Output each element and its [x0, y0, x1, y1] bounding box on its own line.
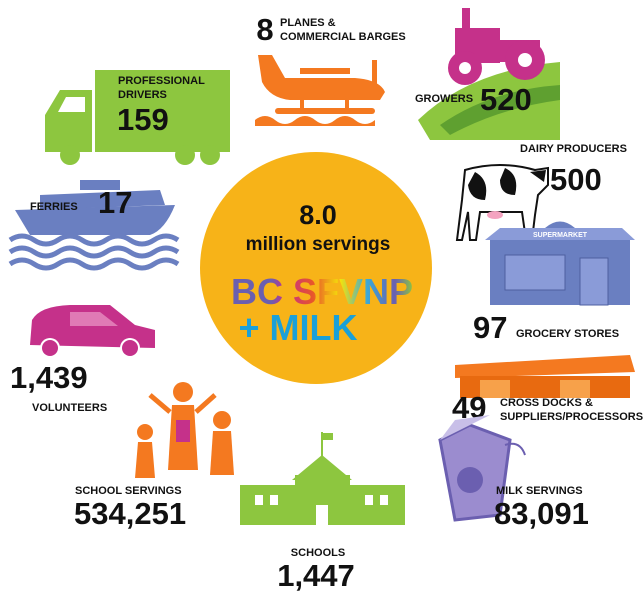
label: DRIVERS [118, 89, 167, 101]
page: {"center": {"value": "8.0", "unit": "mil… [0, 0, 644, 593]
number: 83,091 [494, 496, 589, 531]
label: SUPPLIERS/PROCESSORS [500, 411, 643, 423]
number: 17 [98, 185, 132, 220]
label: GROWERS [415, 93, 473, 105]
kids-icon [135, 382, 234, 478]
ferry-icon [10, 180, 178, 268]
label: CROSS DOCKS & [500, 397, 593, 409]
label: GROCERY STORES [516, 328, 619, 340]
label: COMMERCIAL BARGES [280, 31, 406, 43]
number: 1,447 [277, 558, 355, 593]
label: PLANES & [280, 17, 336, 29]
school-icon [240, 432, 405, 525]
center-unit: million servings [246, 234, 391, 255]
number: 520 [480, 82, 532, 117]
number: 534,251 [74, 496, 186, 531]
number: 1,439 [10, 360, 88, 395]
label: VOLUNTEERS [32, 402, 107, 414]
number: 500 [550, 162, 602, 197]
logo-line2: + MILK [238, 307, 357, 348]
center-circle [200, 152, 432, 384]
infographic: 8.0 million servings BC SFVNP + MILK 8 P… [0, 0, 644, 593]
store-icon: SUPERMARKET [485, 222, 635, 306]
number: 97 [473, 310, 507, 345]
plane-icon [255, 55, 385, 126]
tractor-icon [418, 8, 560, 140]
store-sign: SUPERMARKET [533, 232, 588, 239]
label: PROFESSIONAL [118, 75, 205, 87]
number: 8 [256, 12, 273, 47]
logo-line1: BC SFVNP [231, 271, 413, 312]
center-value: 8.0 [299, 200, 337, 230]
label: DAIRY PRODUCERS [520, 143, 627, 155]
car-icon [30, 305, 155, 358]
number: 159 [117, 102, 169, 137]
label: FERRIES [30, 201, 78, 213]
